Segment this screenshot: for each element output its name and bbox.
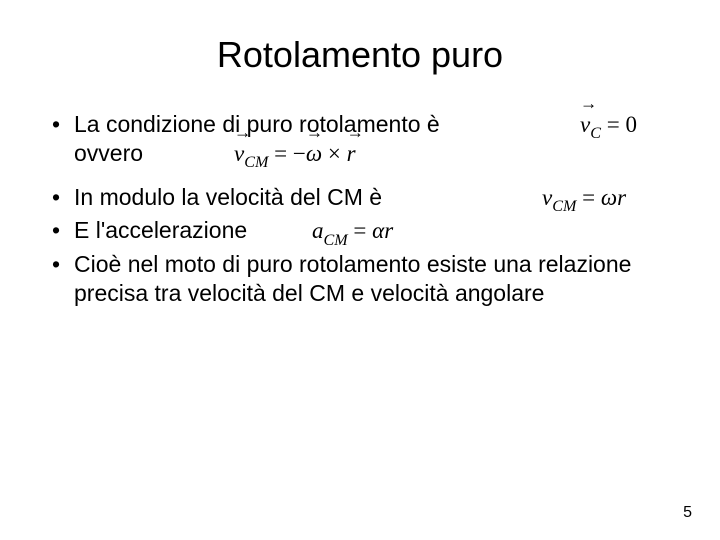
formula-vcm-scalar: vCM = ωr: [542, 183, 626, 217]
slide-content: La condizione di puro rotolamento è vC =…: [0, 110, 720, 309]
slide: Rotolamento puro La condizione di puro r…: [0, 0, 720, 540]
bullet-item-4: Cioè nel moto di puro rotolamento esiste…: [52, 250, 680, 309]
bullet-list: La condizione di puro rotolamento è vC =…: [52, 110, 680, 309]
bullet-3-text: E l'accelerazione: [74, 217, 247, 243]
vec-r: r: [347, 139, 356, 168]
bullet-item-3: E l'accelerazione aCM = αr: [52, 216, 680, 245]
formula-acm: aCM = αr: [312, 216, 393, 250]
bullet-1-text-b: ovvero: [74, 140, 143, 166]
slide-title: Rotolamento puro: [0, 0, 720, 110]
bullet-1-text-a: La condizione di puro rotolamento è: [74, 111, 440, 137]
bullet-item-2: In modulo la velocità del CM è vCM = ωr: [52, 183, 680, 212]
vec-v: v: [580, 110, 590, 139]
vec-omega: ω: [306, 139, 322, 168]
bullet-4-text: Cioè nel moto di puro rotolamento esiste…: [74, 251, 631, 306]
bullet-2-text: In modulo la velocità del CM è: [74, 184, 382, 210]
formula-vcm-vector: vCM = −ω × r: [234, 139, 356, 173]
page-number: 5: [683, 504, 692, 522]
vec-vcm: v: [234, 139, 244, 168]
bullet-item-1: La condizione di puro rotolamento è vC =…: [52, 110, 680, 169]
spacer: [52, 173, 680, 183]
formula-vc-zero: vC = 0: [580, 110, 637, 144]
